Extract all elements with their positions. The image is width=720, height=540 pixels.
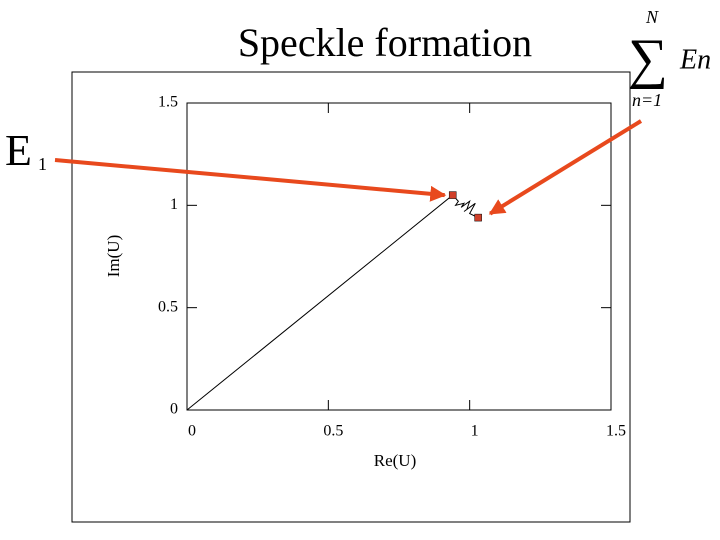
- e1-label: E: [5, 126, 32, 175]
- point-marker: [448, 191, 457, 199]
- arrow: [488, 119, 643, 216]
- y-axis-label: Im(U): [104, 235, 123, 277]
- frame: [71, 71, 631, 523]
- chart-title: Speckle formation: [238, 20, 532, 65]
- x-tick-label: 0: [188, 423, 196, 440]
- sum-term: En: [679, 44, 711, 75]
- point-marker: [474, 213, 482, 222]
- y-tick-label: 1.5: [158, 94, 178, 111]
- sum-lower: n=1: [632, 90, 662, 110]
- y-tick-label: 1: [170, 196, 178, 213]
- sum-symbol: ∑: [628, 28, 668, 90]
- phasor-walk: [186, 194, 479, 411]
- arrow: [54, 158, 447, 202]
- x-tick-label: 1.5: [606, 423, 626, 440]
- e1-subscript: 1: [38, 154, 47, 174]
- y-tick-label: 0.5: [158, 298, 178, 315]
- y-tick-label: 0: [170, 401, 178, 418]
- sum-upper: N: [645, 7, 659, 27]
- x-tick-label: 1: [471, 423, 479, 440]
- x-tick-label: 0.5: [323, 423, 343, 440]
- x-axis-label: Re(U): [374, 451, 416, 470]
- plot-area: [186, 102, 612, 411]
